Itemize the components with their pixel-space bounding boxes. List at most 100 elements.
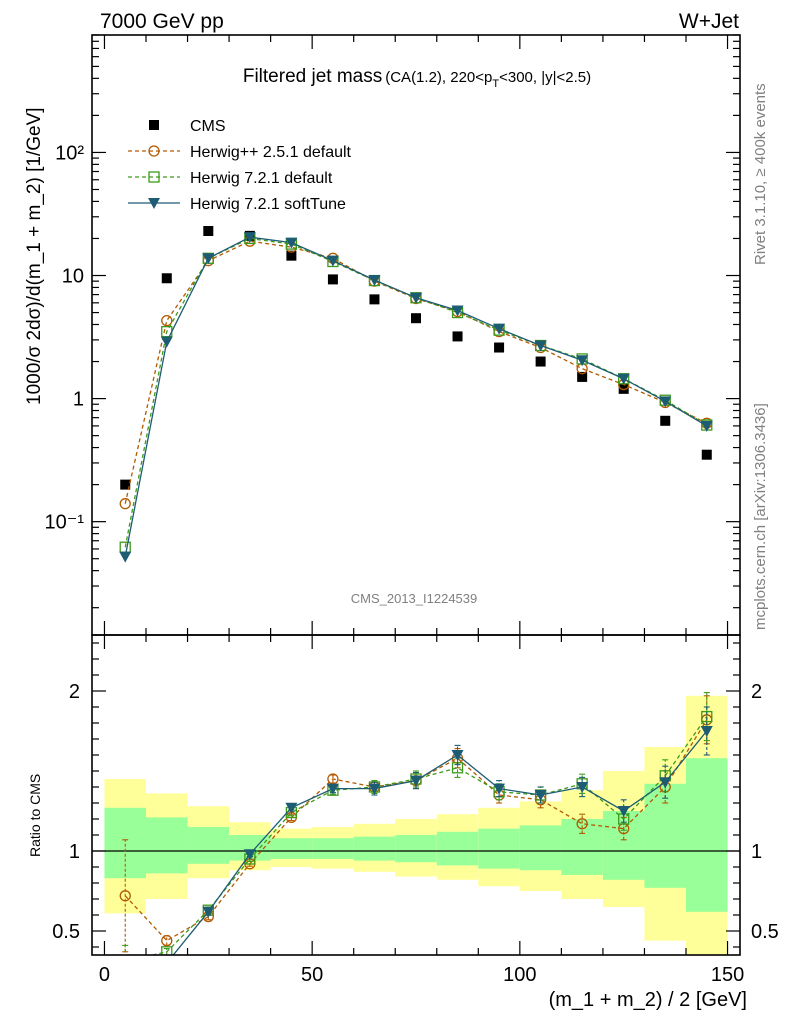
inner-band-bin [146, 817, 188, 874]
inner-band-bin [187, 827, 230, 864]
y-tick-label: 10² [55, 142, 84, 164]
axis-ticks: 0 50 100 150 10⁻¹ 1 10 10² 0.5 0.5 1 1 2 2 [45, 34, 779, 986]
energy-label: 7000 GeV pp [100, 10, 224, 33]
cms-point [327, 274, 338, 285]
x-tick-label: 100 [503, 964, 536, 986]
legend-marker-herwig-7-2-1-softtune [148, 198, 160, 209]
cms-point [577, 371, 588, 382]
herwig-2-5-1-default-point [119, 498, 131, 510]
ratio-y-axis-title: Ratio to CMS [27, 774, 43, 857]
main-y-axis-title: 1000/σ 2dσ)/d(m_1 + m_2) [1/GeV] [24, 107, 45, 405]
analysis-id: CMS_2013_I1224539 [351, 591, 478, 606]
herwig-7-2-1-softtune-point [534, 340, 547, 352]
herwig-7-2-1-softtune-ratio-point [368, 783, 381, 795]
uncertainty-bands [92, 695, 740, 955]
legend-marker-herwig-7-2-1-default [148, 171, 160, 183]
cms-point [535, 356, 546, 367]
legend-marker-cms [149, 120, 159, 130]
herwig-7-2-1-softtune-point [451, 305, 464, 317]
herwig-7-2-1-softtune-point [617, 373, 630, 385]
title-cuts-pre: (CA(1.2), 220<p [385, 69, 492, 86]
inner-band-bin [353, 836, 396, 861]
herwig-7-2-1-softtune-ratio-point [451, 750, 464, 761]
legend-label-cms: CMS [190, 118, 226, 135]
herwig-2-5-1-default-point [161, 314, 173, 327]
cms-point [701, 449, 712, 460]
plot-title: Filtered jet mass (CA(1.2), 220<pT<300, |… [243, 66, 591, 90]
y-tick-label: 10 [62, 266, 84, 288]
x-tick-label: 50 [301, 964, 323, 986]
legend-marker-herwig-2-5-1-default [148, 145, 160, 157]
legend-label-herwig-2-5-1-default: Herwig++ 2.5.1 default [190, 144, 352, 161]
inner-band-bin [519, 825, 562, 871]
herwig-7-2-1-default-ratio-point [701, 710, 713, 723]
cms-point [618, 383, 629, 394]
herwig-7-2-1-default-ratio-point [161, 946, 173, 955]
process-label: W+Jet [679, 10, 739, 33]
cms-point [203, 225, 214, 236]
herwig-7-2-1-softtune-point [243, 232, 256, 244]
herwig-2-5-1-default-line [124, 240, 708, 504]
x-tick-label: 0 [99, 964, 110, 986]
herwig-7-2-1-softtune-ratio-point [617, 806, 630, 817]
herwig-2-5-1-default-ratio-point [119, 890, 131, 902]
herwig-7-2-1-softtune-point [493, 323, 506, 335]
herwig-7-2-1-default-ratio-point [120, 956, 130, 966]
herwig-7-2-1-softtune-ratio-point [243, 849, 256, 861]
legend-label-herwig-7-2-1-softtune: Herwig 7.2.1 softTune [190, 196, 346, 213]
inner-band-bin [395, 835, 437, 863]
herwig-7-2-1-softtune-point [326, 255, 339, 267]
ratio-panel-marks [119, 692, 713, 975]
herwig-7-2-1-softtune-ratio-point [659, 777, 672, 789]
herwig-7-2-1-softtune-point [368, 274, 381, 286]
herwig-7-2-1-softtune-point [285, 237, 298, 249]
herwig-7-2-1-softtune-ratio-point [119, 964, 131, 975]
inner-band-bin [436, 831, 479, 866]
cms-point [161, 273, 172, 284]
inner-band-bin [312, 838, 354, 859]
herwig-7-2-1-softtune-ratio-point [202, 906, 215, 918]
inner-band-bin [270, 838, 313, 859]
ratio-y-tick-label: 2 [69, 681, 80, 703]
herwig-7-2-1-softtune-ratio-point [534, 790, 547, 801]
herwig-7-2-1-softtune-ratio-point [410, 775, 422, 787]
herwig-7-2-1-softtune-line [124, 236, 708, 557]
main-panel-marks [119, 225, 713, 563]
herwig-2-5-1-default-ratio-point [161, 934, 173, 947]
title-cuts-sub: T [492, 78, 499, 90]
herwig-7-2-1-softtune-ratio-point [576, 782, 589, 793]
y-tick-label: 1 [73, 389, 84, 411]
cms-point [369, 294, 380, 305]
herwig-7-2-1-softtune-point [119, 551, 132, 563]
inner-band-bin [478, 828, 520, 869]
cms-point [411, 313, 421, 324]
x-axis-title: (m_1 + m_2) / 2 [GeV] [549, 989, 747, 1011]
ratio-y-tick-label: 0.5 [52, 921, 80, 943]
herwig-7-2-1-softtune-point [202, 253, 215, 265]
herwig-7-2-1-softtune-ratio-point [700, 726, 713, 737]
ratio-y-tick-label-right: 0.5 [751, 921, 779, 943]
inner-band-bin [104, 807, 146, 879]
y-tick-label: 10⁻¹ [45, 512, 85, 534]
rivet-label: Rivet 3.1.10, ≥ 400k events [752, 83, 769, 265]
title-cuts-post: <300, |y|<2.5) [499, 69, 591, 86]
site-label: mcplots.cern.ch [arXiv:1306.3436] [752, 403, 769, 630]
ratio-panel-frame [91, 634, 741, 956]
herwig-7-2-1-softtune-point [700, 420, 713, 432]
herwig-7-2-1-softtune-point [410, 292, 422, 304]
cms-point [120, 479, 131, 490]
cms-point [660, 415, 671, 426]
ratio-y-tick-label-right: 1 [751, 841, 762, 863]
ratio-y-tick-label: 1 [69, 841, 80, 863]
herwig-7-2-1-softtune-ratio-point [326, 783, 339, 795]
title-main: Filtered jet mass [243, 66, 382, 87]
ratio-y-tick-label-right: 2 [751, 681, 762, 703]
herwig-7-2-1-softtune-point [160, 336, 173, 348]
herwig-7-2-1-softtune-ratio-point [493, 783, 506, 795]
inner-band-bin [686, 758, 728, 912]
herwig-7-2-1-softtune-point [576, 355, 589, 367]
herwig-7-2-1-softtune-ratio-point [285, 802, 298, 814]
legend: CMS Herwig++ 2.5.1 default Herwig 7.2.1 de… [128, 118, 352, 213]
cms-point [452, 331, 463, 342]
cms-point [286, 250, 297, 261]
